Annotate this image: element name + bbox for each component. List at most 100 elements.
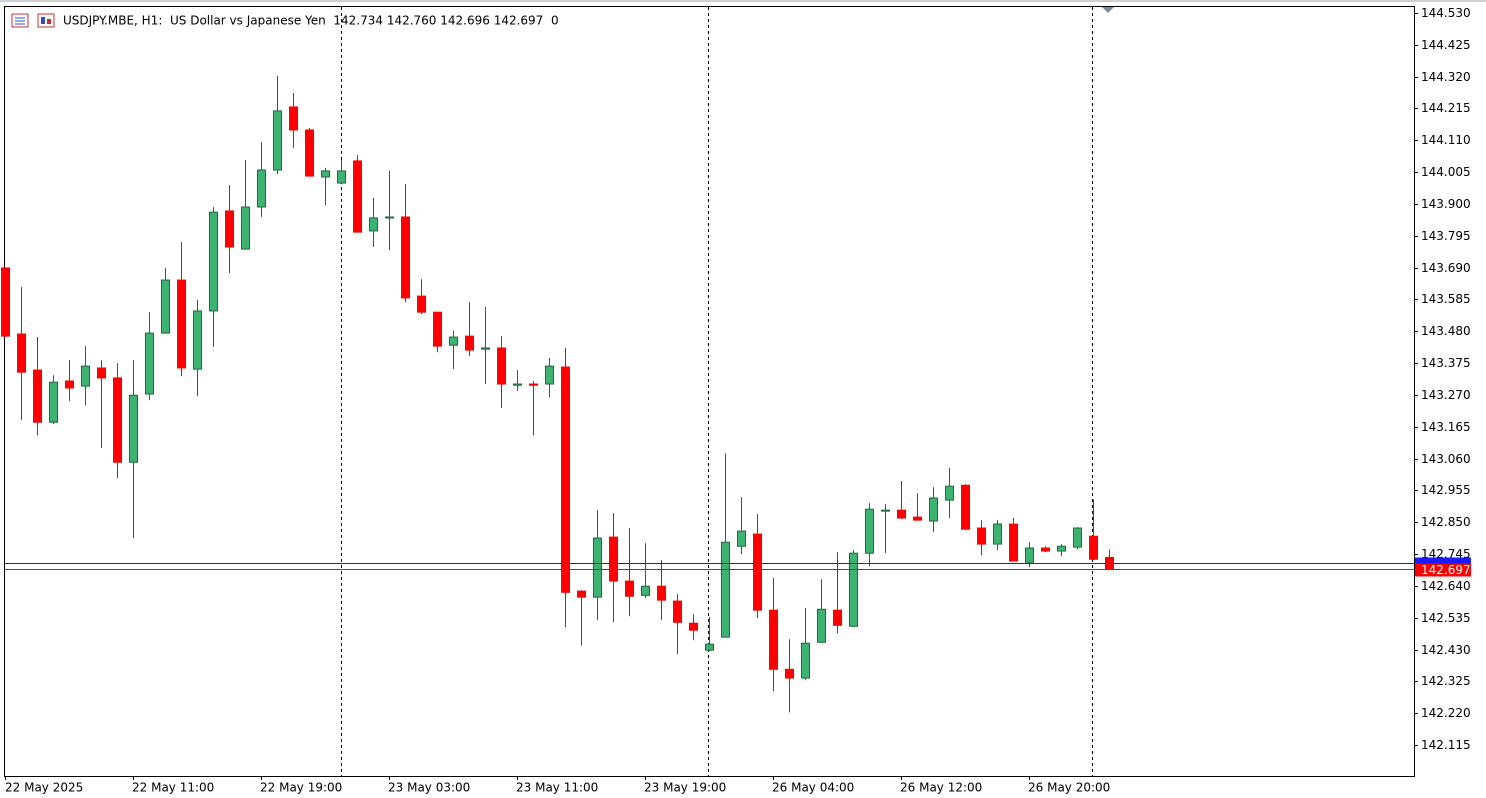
candle-body xyxy=(289,106,298,131)
y-tick-label: 143.480 xyxy=(1421,324,1471,338)
x-tick-label: 22 May 19:00 xyxy=(260,781,342,795)
candle-body xyxy=(257,169,266,208)
icon-bar xyxy=(47,19,51,24)
x-tick-label: 23 May 11:00 xyxy=(516,781,598,795)
candle-body xyxy=(353,160,362,233)
candle-body xyxy=(65,380,74,389)
y-tick-label: 142.850 xyxy=(1421,515,1471,529)
candle-body xyxy=(881,509,890,512)
candle-body xyxy=(449,336,458,346)
candle-body xyxy=(321,170,330,178)
candle-body xyxy=(1073,527,1082,548)
y-tick-label: 143.165 xyxy=(1421,420,1471,434)
candle-body xyxy=(529,383,538,386)
bid-label: 142.697 xyxy=(1421,563,1471,577)
candle-body xyxy=(337,170,346,184)
candle-body xyxy=(1009,523,1018,562)
chart-title: USDJPY.MBE, H1: US Dollar vs Japanese Ye… xyxy=(63,14,559,28)
candle-body xyxy=(849,552,858,627)
candle-body xyxy=(897,509,906,519)
x-tick-label: 26 May 20:00 xyxy=(1028,781,1110,795)
candle-body xyxy=(417,295,426,313)
candle-body xyxy=(481,347,490,350)
x-tick-label: 22 May 2025 xyxy=(5,781,83,795)
candle-body xyxy=(1041,547,1050,552)
candle-body xyxy=(81,365,90,387)
y-tick-label: 143.375 xyxy=(1421,356,1471,370)
candle-body xyxy=(145,332,154,395)
y-tick-label: 142.955 xyxy=(1421,483,1471,497)
candle-body xyxy=(977,527,986,545)
shift-marker[interactable] xyxy=(1102,7,1114,13)
candle-body xyxy=(769,609,778,670)
candle-body xyxy=(1025,547,1034,563)
candle-body xyxy=(305,129,314,177)
bid-tag xyxy=(1415,563,1471,577)
y-tick-label: 142.535 xyxy=(1421,611,1471,625)
x-tick-label: 26 May 12:00 xyxy=(900,781,982,795)
candle-body xyxy=(993,523,1002,545)
candle-body xyxy=(785,668,794,679)
candle-body xyxy=(817,608,826,643)
candle-body xyxy=(721,541,730,638)
y-tick-label: 144.425 xyxy=(1421,38,1471,52)
candle-body xyxy=(737,530,746,547)
y-tick-label: 142.325 xyxy=(1421,674,1471,688)
y-tick-label: 143.060 xyxy=(1421,452,1471,466)
candle-body xyxy=(385,216,394,219)
candle-body xyxy=(929,497,938,522)
plot-frame xyxy=(4,6,1415,777)
candle-body xyxy=(961,484,970,530)
x-tick-label: 22 May 11:00 xyxy=(132,781,214,795)
candle-body xyxy=(657,585,666,601)
x-tick-label: 23 May 03:00 xyxy=(388,781,470,795)
candle-body xyxy=(209,211,218,312)
candle-body xyxy=(225,210,234,248)
candle-body xyxy=(433,311,442,347)
y-tick-label: 142.430 xyxy=(1421,643,1471,657)
y-tick-label: 144.110 xyxy=(1421,133,1471,147)
y-tick-label: 142.220 xyxy=(1421,706,1471,720)
candle-body xyxy=(113,377,122,463)
y-tick-label: 143.795 xyxy=(1421,229,1471,243)
candle-body xyxy=(705,643,714,651)
candle-body xyxy=(241,206,250,250)
candle-body xyxy=(177,279,186,369)
candle-body xyxy=(913,516,922,521)
candle-body xyxy=(497,347,506,385)
icon[interactable] xyxy=(37,13,55,28)
y-tick-label: 144.320 xyxy=(1421,70,1471,84)
candle-body xyxy=(513,383,522,386)
y-tick-label: 143.690 xyxy=(1421,261,1471,275)
x-tick-label: 26 May 04:00 xyxy=(772,781,854,795)
symbol-icons xyxy=(11,13,55,28)
candle-body xyxy=(689,622,698,631)
candle-body xyxy=(161,279,170,334)
x-tick-label: 23 May 19:00 xyxy=(644,781,726,795)
candle-body xyxy=(865,508,874,554)
y-tick-label: 144.005 xyxy=(1421,165,1471,179)
y-tick-label: 143.900 xyxy=(1421,197,1471,211)
y-tick-label: 143.585 xyxy=(1421,292,1471,306)
candle-body xyxy=(609,536,618,582)
candle-body xyxy=(1057,545,1066,552)
candle-body xyxy=(97,367,106,379)
y-tick-label: 142.115 xyxy=(1421,738,1471,752)
candle-body xyxy=(577,590,586,598)
candle-body xyxy=(1,267,10,337)
candle-body xyxy=(833,609,842,626)
y-tick-label: 144.530 xyxy=(1421,6,1471,20)
candle-body xyxy=(753,533,762,611)
candle-body xyxy=(273,110,282,171)
candle-body xyxy=(401,216,410,299)
candle-body xyxy=(801,642,810,679)
candle-body xyxy=(625,580,634,597)
candle-body xyxy=(593,537,602,598)
candle-body xyxy=(545,365,554,385)
candle-body xyxy=(465,335,474,351)
candle-body xyxy=(641,585,650,596)
icon-bar xyxy=(41,17,45,24)
